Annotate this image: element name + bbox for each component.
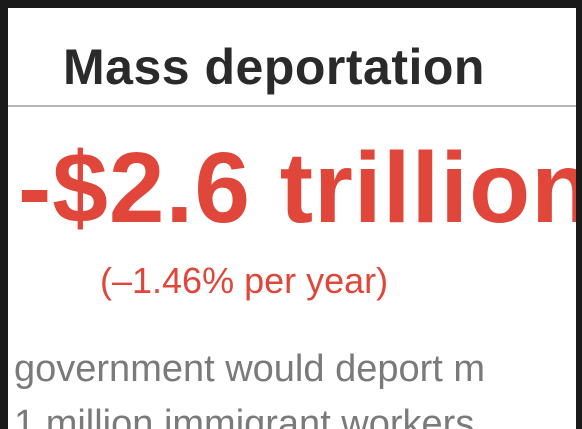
body-text-line-1: government would deport m: [14, 348, 486, 390]
annual-rate: (–1.46% per year): [100, 260, 389, 301]
panel-title: Mass deportation: [63, 39, 485, 95]
body-text-line-2: 1 million immigrant workers: [14, 403, 475, 429]
cost-amount: -$2.6 trillion: [18, 132, 582, 244]
title-divider: [8, 105, 576, 107]
